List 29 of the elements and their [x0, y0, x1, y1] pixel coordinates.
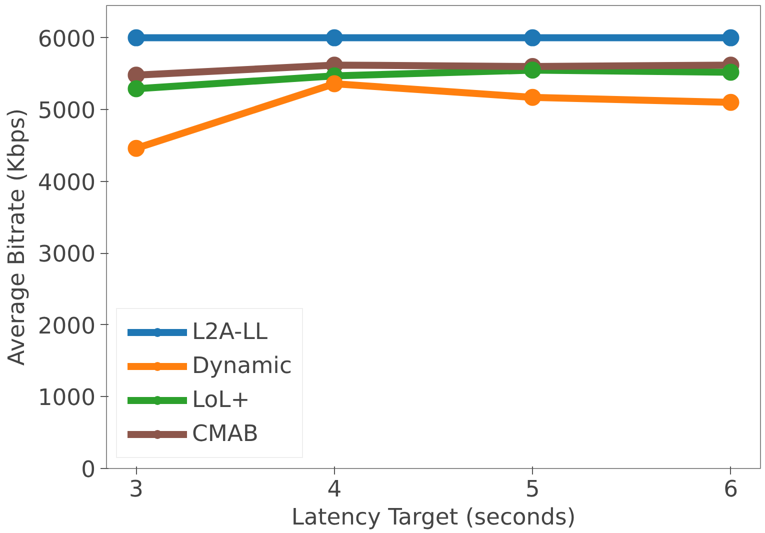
point — [128, 29, 145, 46]
point — [326, 29, 343, 46]
point — [722, 64, 740, 81]
y-tick-label: 0 — [81, 457, 96, 483]
y-tick-label: 3000 — [38, 242, 96, 268]
y-tick-label: 4000 — [38, 170, 96, 196]
y-tick-label: 6000 — [38, 26, 96, 52]
point — [722, 94, 740, 111]
legend-label: LoL+ — [192, 387, 250, 413]
y-tick-label: 1000 — [38, 385, 96, 412]
legend-label: Dynamic — [192, 353, 292, 379]
point — [524, 29, 542, 46]
x-axis-title: Latency Target (seconds) — [291, 504, 576, 530]
x-tick-label: 4 — [327, 476, 342, 502]
point — [128, 80, 145, 98]
x-tick-label: 3 — [129, 476, 144, 502]
point — [128, 66, 145, 84]
x-tick-label: 6 — [724, 476, 738, 502]
point — [524, 88, 542, 106]
y-tick-label: 2000 — [38, 313, 96, 340]
point — [722, 29, 740, 46]
legend-label: CMAB — [192, 421, 258, 447]
legend-label: L2A-LL — [192, 319, 268, 345]
y-axis-title: Average Bitrate (Kbps) — [4, 108, 30, 366]
point — [326, 75, 343, 92]
point — [128, 140, 145, 157]
y-tick-label: 5000 — [38, 98, 96, 124]
point — [524, 62, 542, 79]
x-tick-label: 5 — [525, 476, 540, 502]
